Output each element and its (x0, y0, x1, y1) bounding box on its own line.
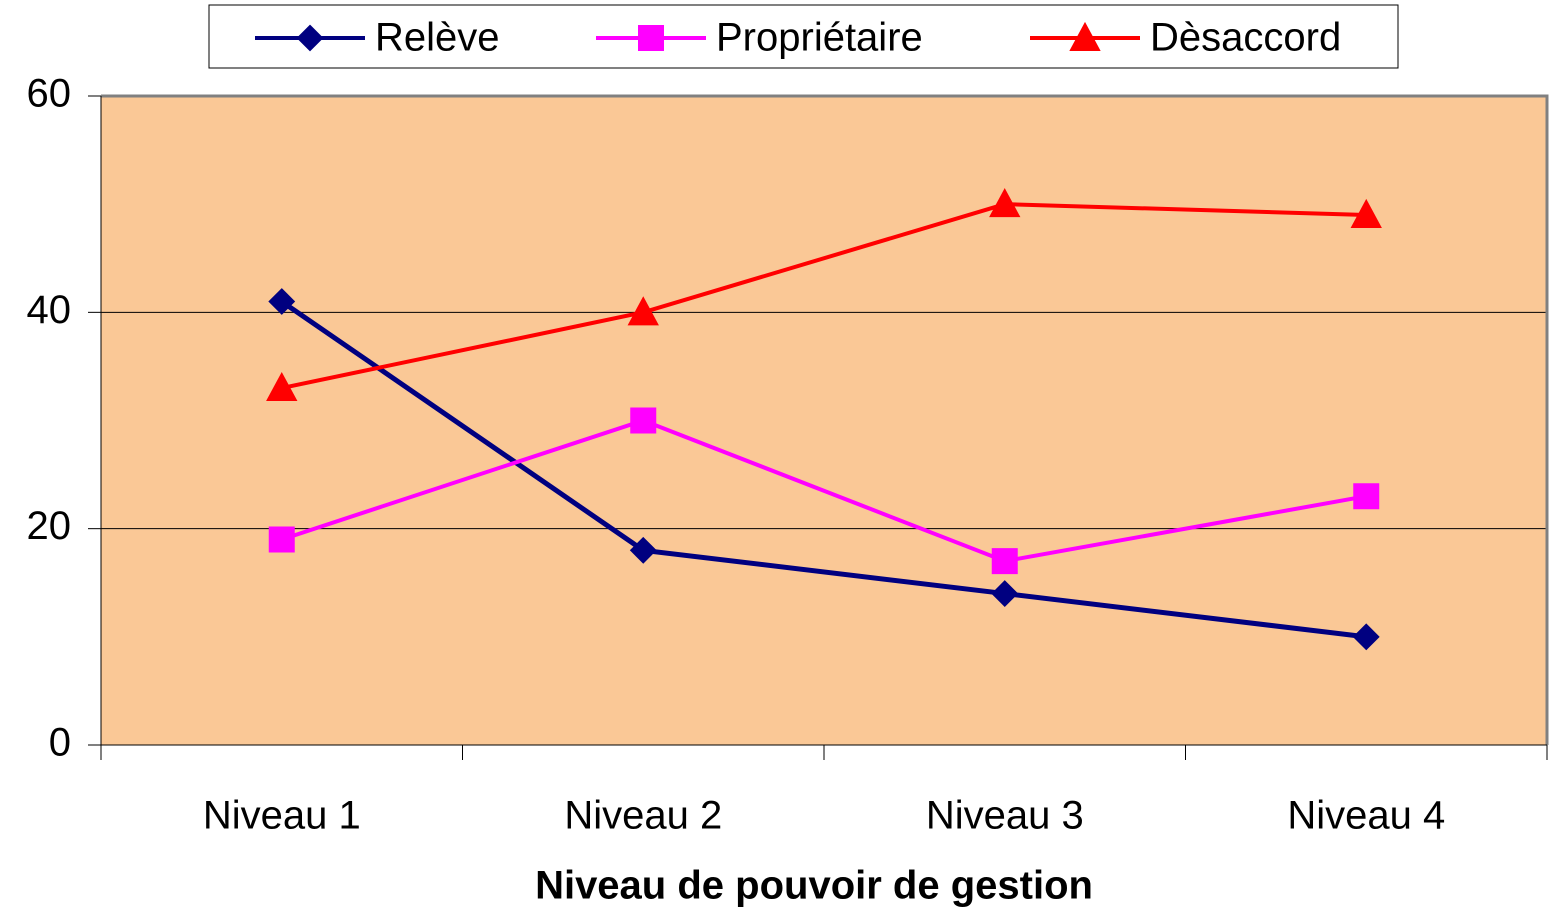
legend-box (208, 4, 1399, 69)
data-point (991, 548, 1018, 575)
x-tick-label: Niveau 2 (564, 794, 722, 838)
x-tick-label: Niveau 1 (203, 794, 361, 838)
y-tick-label: 0 (49, 721, 71, 765)
y-tick-label: 20 (27, 504, 72, 548)
legend-marker (1069, 21, 1101, 51)
data-point (991, 580, 1019, 607)
legend-label: Propriétaire (716, 16, 923, 60)
x-tick-label: Niveau 3 (926, 794, 1084, 838)
plot-border (101, 94, 1549, 745)
x-axis-title: Niveau de pouvoir de gestion (535, 864, 1093, 908)
legend-label: Relève (375, 16, 500, 60)
data-point (266, 371, 298, 402)
legend-marker (296, 24, 324, 52)
data-point (1353, 483, 1380, 510)
data-point (627, 296, 659, 326)
y-tick-label: 60 (27, 72, 72, 116)
data-point (268, 526, 295, 553)
series-line (280, 299, 1367, 640)
data-point (1350, 198, 1382, 228)
data-point (989, 188, 1021, 218)
series-line (281, 418, 1367, 564)
legend-marker (638, 25, 664, 51)
data-point (268, 288, 296, 315)
series-line (281, 202, 1367, 391)
x-tick-label: Niveau 4 (1287, 794, 1445, 838)
data-point (1352, 623, 1380, 651)
legend-label: Dèsaccord (1150, 16, 1341, 60)
data-point (630, 407, 657, 434)
legend: Relève Propriétaire Dèsaccord (208, 4, 1399, 69)
y-tick-label: 40 (27, 288, 72, 332)
data-point (629, 536, 657, 564)
plot-area (101, 96, 1547, 745)
